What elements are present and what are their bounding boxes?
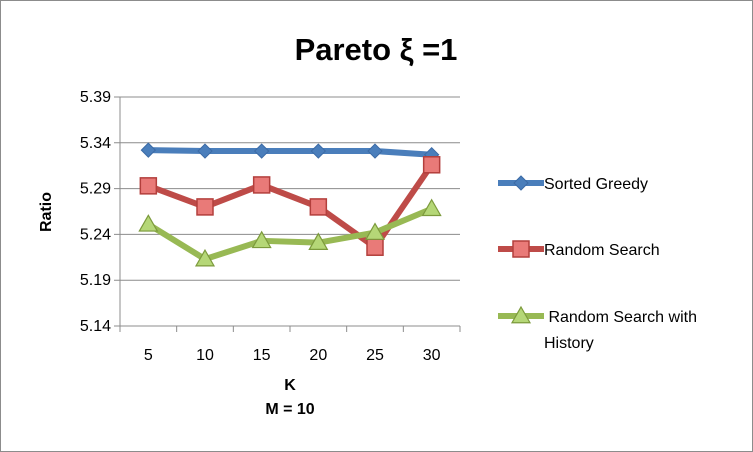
diamond-marker — [310, 143, 327, 159]
triangle-marker — [364, 222, 386, 240]
y-tick-label: 5.34 — [80, 135, 111, 152]
x-axis-sublabel: M = 10 — [265, 401, 314, 418]
x-tick-label: 25 — [366, 347, 384, 364]
series-line — [148, 147, 432, 158]
y-tick-label: 5.29 — [80, 181, 111, 198]
y-tick-label: 5.19 — [80, 272, 111, 289]
x-axis-label: K — [284, 377, 296, 394]
square-marker — [422, 156, 441, 174]
series-random-search-with-history — [138, 198, 442, 267]
legend-item: Random Search with History — [498, 305, 697, 352]
triangle-marker — [138, 214, 159, 232]
x-tick-labels: 5 10 15 20 25 30 — [144, 347, 441, 364]
y-tick-label: 5.39 — [80, 89, 111, 106]
triangle-marker — [194, 248, 216, 267]
y-tick-label: 5.24 — [80, 226, 111, 243]
legend: Sorted Greedy Random Search Random Search… — [498, 175, 697, 352]
y-tick-labels: 5.14 5.19 5.24 5.29 5.34 5.39 — [80, 89, 111, 335]
legend-item: Sorted Greedy — [498, 175, 648, 193]
triangle-marker — [251, 230, 272, 249]
legend-label: Random Search — [544, 242, 660, 259]
legend-label: Random Search with — [544, 309, 697, 326]
series-random-search — [139, 156, 441, 256]
chart-title: Pareto ξ =1 — [295, 32, 458, 67]
legend-item: Random Search — [498, 240, 660, 259]
x-tick-label: 20 — [309, 347, 327, 364]
square-marker — [139, 177, 158, 195]
diamond-marker — [367, 143, 383, 159]
legend-label: Sorted Greedy — [544, 176, 648, 193]
square-marker — [309, 198, 328, 216]
series-sorted-greedy — [140, 142, 440, 163]
square-marker — [252, 176, 271, 194]
legend-label: History — [544, 335, 594, 352]
diamond-marker — [253, 143, 270, 159]
square-marker — [512, 240, 530, 258]
x-tick-label: 15 — [253, 347, 271, 364]
diamond-marker — [140, 142, 157, 158]
diamond-marker — [513, 175, 529, 191]
series-layer — [138, 142, 442, 267]
square-marker — [196, 198, 214, 216]
triangle-marker — [510, 305, 532, 324]
grid-lines — [114, 96, 460, 327]
triangle-marker — [308, 232, 329, 250]
y-axis-label: Ratio — [38, 192, 55, 232]
triangle-marker — [421, 198, 442, 217]
series-line — [146, 205, 433, 263]
series-line — [147, 163, 435, 251]
x-tick-label: 5 — [144, 347, 153, 364]
axes — [119, 97, 461, 332]
diamond-marker — [197, 143, 213, 159]
y-tick-label: 5.14 — [80, 318, 111, 335]
x-tick-label: 10 — [196, 347, 214, 364]
x-tick-label: 30 — [423, 347, 441, 364]
square-marker — [366, 238, 384, 256]
